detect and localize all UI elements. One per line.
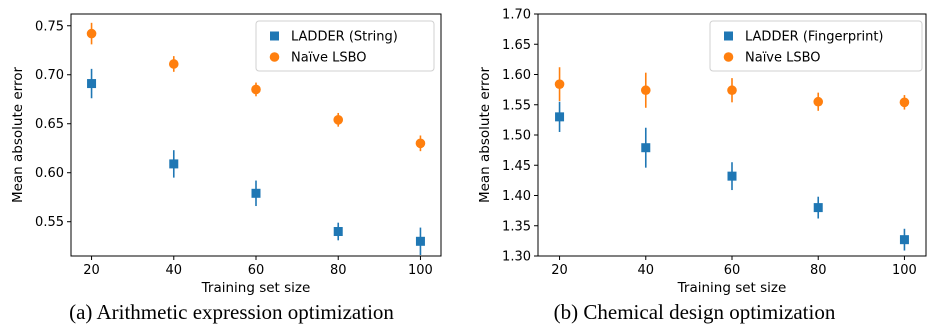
y-tick-label: 0.70 [35, 68, 64, 83]
data-point-square [251, 188, 261, 198]
legend-box [709, 20, 923, 72]
data-point-circle [813, 96, 824, 107]
legend-marker-square [270, 31, 279, 41]
x-tick-label: 60 [724, 263, 741, 278]
legend-label: Naïve LSBO [745, 51, 821, 66]
y-axis-label: Mean absolute error [477, 67, 493, 204]
legend-label: LADDER (Fingerprint) [745, 30, 884, 45]
data-point-circle [251, 84, 261, 95]
x-tick-label: 40 [638, 263, 655, 278]
y-tick-label: 0.55 [35, 215, 64, 230]
legend-marker-square [724, 31, 733, 41]
data-point-circle [554, 79, 565, 89]
legend-label: LADDER (String) [291, 30, 398, 45]
y-tick-label: 1.50 [502, 129, 531, 144]
legend-marker-circle [723, 52, 734, 62]
data-point-square [727, 171, 737, 181]
data-point-square [333, 227, 343, 237]
x-axis-label: Training set size [677, 280, 787, 296]
figure: 20 40 60 80 100 0.55 0.60 0.65 0.70 0.75 Training … [10, 8, 927, 296]
x-tick-label: 40 [166, 263, 183, 278]
x-tick-label: 100 [892, 263, 917, 278]
data-point-circle [727, 85, 737, 96]
data-point-circle [415, 138, 426, 149]
x-tick-label: 80 [810, 263, 827, 278]
caption-a: (a) Arithmetic expression optimization [69, 300, 394, 324]
data-point-circle [899, 97, 910, 108]
caption-b: (b) Chemical design optimization [553, 300, 836, 324]
y-tick-label: 1.70 [502, 8, 531, 23]
y-tick-label: 1.65 [502, 38, 531, 53]
y-tick-label: 1.30 [502, 250, 531, 265]
legend-marker-circle [269, 52, 280, 62]
y-tick-label: 0.65 [35, 117, 64, 132]
y-tick-label: 1.55 [502, 98, 531, 113]
y-tick-label: 1.40 [502, 189, 531, 204]
y-tick-label: 1.35 [502, 219, 531, 234]
data-point-square [415, 236, 425, 246]
x-axis-label: Training set size [201, 280, 311, 296]
data-point-square [555, 112, 565, 122]
data-point-square [899, 235, 909, 245]
data-point-square [641, 143, 651, 153]
chart-2: 20 40 60 80 100 1.30 1.35 1.40 1.45 1.50 1.55 1.60 1… [477, 8, 927, 296]
legend-label: Naïve LSBO [291, 51, 367, 66]
x-tick-label: 100 [408, 263, 433, 278]
y-tick-label: 0.60 [35, 166, 64, 181]
chart-1: 20 40 60 80 100 0.55 0.60 0.65 0.70 0.75 Training … [10, 13, 442, 296]
legend-box [255, 20, 435, 72]
data-point-square [169, 159, 179, 169]
y-tick-label: 1.60 [502, 68, 531, 83]
data-point-circle [333, 115, 344, 125]
data-point-square [813, 203, 823, 213]
data-point-circle [640, 85, 651, 96]
y-tick-label: 0.75 [35, 19, 64, 34]
y-axis-label: Mean absolute error [10, 67, 26, 204]
data-point-circle [86, 28, 97, 39]
x-tick-label: 20 [83, 263, 100, 278]
x-tick-label: 80 [330, 263, 347, 278]
data-point-circle [168, 59, 179, 69]
x-tick-label: 20 [551, 263, 568, 278]
x-tick-label: 60 [248, 263, 265, 278]
data-point-square [87, 79, 97, 89]
y-tick-label: 1.45 [502, 159, 531, 174]
